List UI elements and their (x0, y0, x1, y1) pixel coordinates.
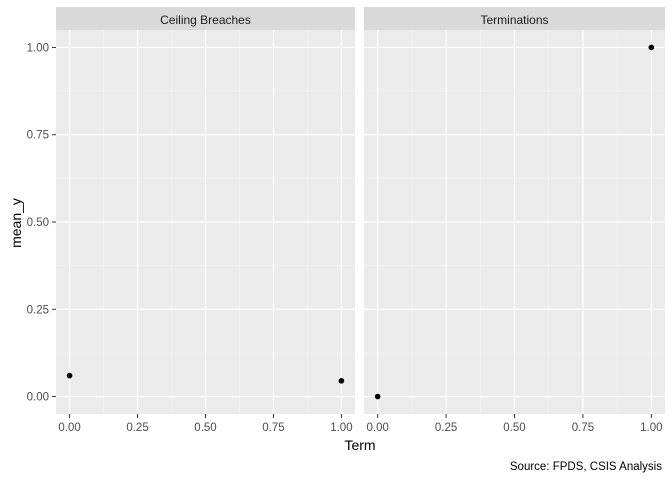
y-tick-label: 0.75 (27, 130, 49, 142)
y-tick-label: 1.00 (27, 42, 49, 54)
x-tick-label: 0.75 (572, 422, 594, 434)
x-tick-label: 1.00 (640, 422, 662, 434)
data-point (648, 44, 655, 51)
data-point (338, 378, 345, 384)
panel-strip-title: Terminations (480, 13, 548, 27)
panel-strip-title: Ceiling Breaches (160, 13, 251, 27)
x-tick-label: 0.25 (126, 422, 148, 434)
y-axis: 0.00 0.25 0.50 0.75 1.00 (27, 42, 56, 404)
y-tick-label: 0.00 (27, 392, 49, 404)
y-tick-label: 0.25 (27, 304, 49, 316)
x-tick-label: 0.75 (262, 422, 284, 434)
x-tick-label: 0.00 (366, 422, 388, 434)
source-caption: Source: FPDS, CSIS Analysis (510, 461, 662, 473)
x-tick-label: 0.50 (194, 422, 216, 434)
x-tick-label: 0.00 (58, 422, 80, 434)
panel-strip (364, 7, 665, 30)
y-axis-title: mean_y (8, 198, 24, 248)
x-tick-label: 1.00 (330, 422, 352, 434)
data-point (374, 393, 381, 400)
x-tick-label: 0.50 (503, 422, 525, 434)
panel-2: Terminations 0.00 0.25 0.50 0.75 1.00 (364, 7, 665, 434)
x-axis-title: Term (344, 437, 375, 453)
panel-strip (56, 7, 355, 30)
data-point (66, 372, 73, 379)
y-tick-label: 0.50 (27, 217, 49, 229)
x-tick-label: 0.25 (435, 422, 457, 434)
panel-1: Ceiling Breaches 0.00 0.25 0.50 0.75 1.00 (56, 7, 355, 434)
